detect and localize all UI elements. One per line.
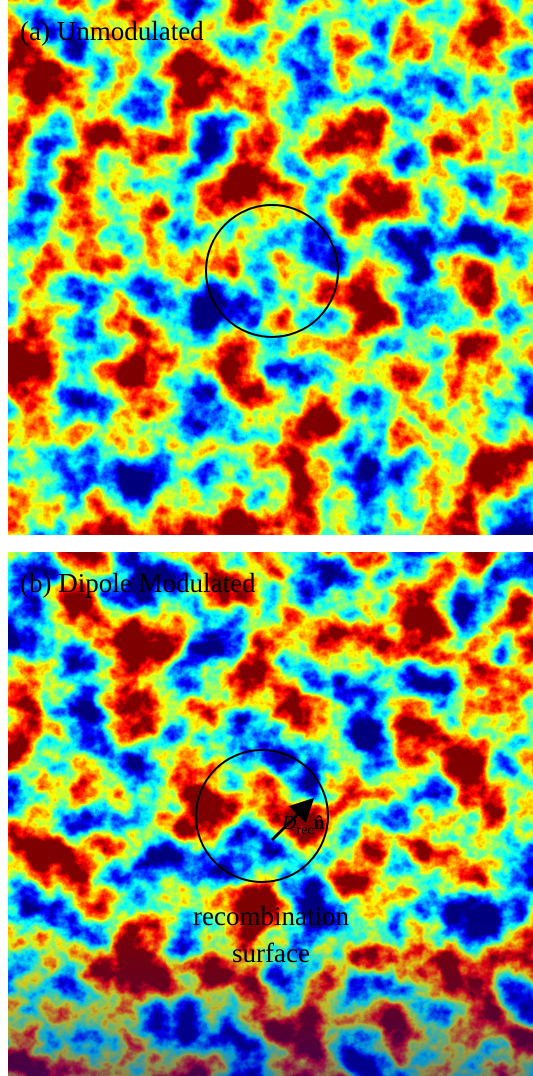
map [8,0,533,535]
circle [195,749,329,883]
map-shade [8,552,533,1076]
panel-title: (b) Dipole Modulated [20,568,256,598]
panel-title: (a) Unmodulated [20,16,204,46]
symbol: D [281,812,297,834]
subscript: rec [296,823,313,838]
arrow-label: Drecn̂ [281,812,325,838]
annotation: surface [232,938,310,968]
panel-b: (b) Dipole Modulated Drecn̂ recombinatio… [8,552,533,1076]
arrow [270,797,315,842]
annotation: recombination [193,901,349,931]
circle [205,204,339,338]
panel-a: (a) Unmodulated [8,0,533,535]
vector: n̂ [314,812,325,834]
